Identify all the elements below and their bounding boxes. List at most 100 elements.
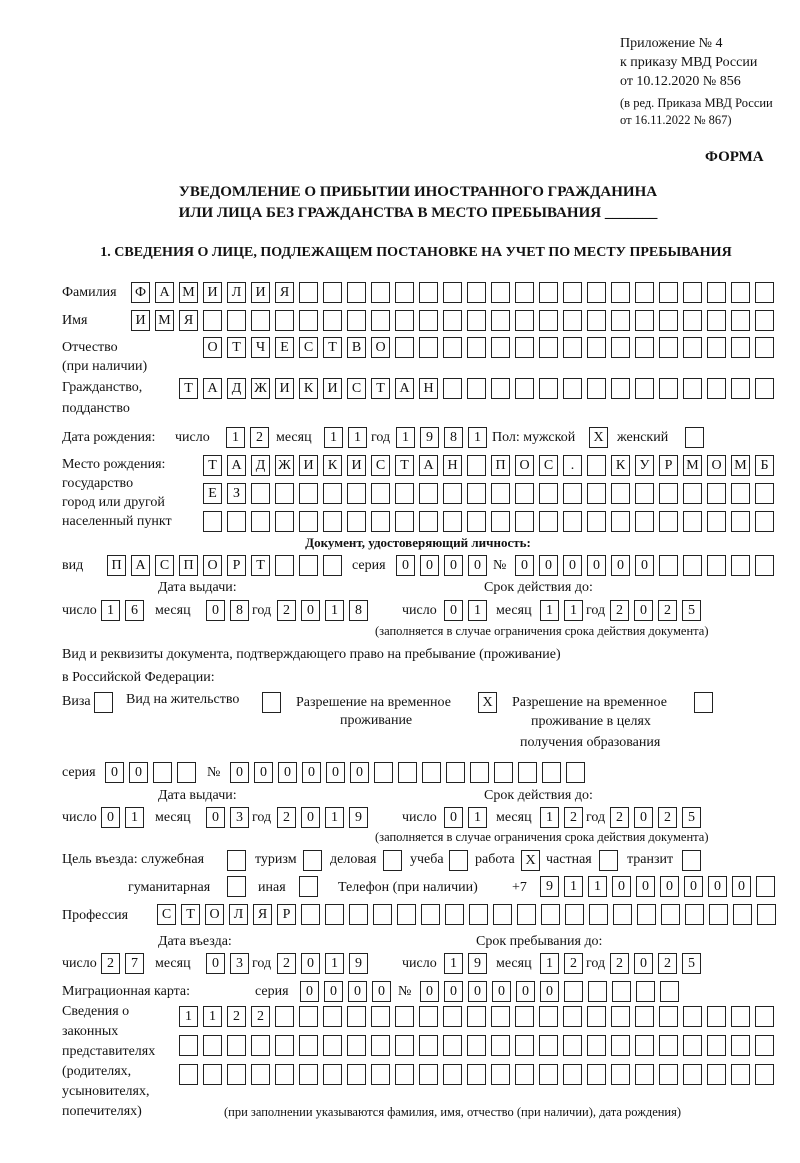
char-cell[interactable]: 5	[682, 600, 701, 621]
char-cell[interactable]	[709, 904, 728, 925]
char-cell[interactable]	[347, 1006, 366, 1027]
char-cell[interactable]	[467, 511, 486, 532]
purpose-business-checkbox[interactable]	[383, 850, 402, 871]
char-cell[interactable]: 1	[226, 427, 245, 448]
birthplace-line3[interactable]	[203, 511, 774, 532]
char-cell[interactable]	[419, 511, 438, 532]
char-cell[interactable]	[347, 483, 366, 504]
char-cell[interactable]: 0	[468, 555, 487, 576]
char-cell[interactable]: 6	[125, 600, 144, 621]
char-cell[interactable]	[227, 511, 246, 532]
char-cell[interactable]: 0	[278, 762, 297, 783]
char-cell[interactable]	[445, 904, 464, 925]
char-cell[interactable]	[493, 904, 512, 925]
char-cell[interactable]	[251, 310, 270, 331]
char-cell[interactable]	[515, 282, 534, 303]
char-cell[interactable]: 0	[324, 981, 343, 1002]
char-cell[interactable]	[539, 378, 558, 399]
char-cell[interactable]: 0	[230, 762, 249, 783]
char-cell[interactable]: П	[107, 555, 126, 576]
char-cell[interactable]: 3	[230, 807, 249, 828]
char-cell[interactable]: 0	[444, 600, 463, 621]
char-cell[interactable]	[611, 378, 630, 399]
char-cell[interactable]: 0	[635, 555, 654, 576]
char-cell[interactable]: М	[731, 455, 750, 476]
char-cell[interactable]	[275, 511, 294, 532]
char-cell[interactable]	[612, 981, 631, 1002]
char-cell[interactable]	[299, 483, 318, 504]
char-cell[interactable]: Е	[275, 337, 294, 358]
char-cell[interactable]	[275, 555, 294, 576]
char-cell[interactable]	[515, 1006, 534, 1027]
char-cell[interactable]	[707, 378, 726, 399]
char-cell[interactable]	[611, 310, 630, 331]
char-cell[interactable]: 0	[539, 555, 558, 576]
char-cell[interactable]	[491, 378, 510, 399]
char-cell[interactable]: Н	[443, 455, 462, 476]
char-cell[interactable]	[755, 1064, 774, 1085]
char-cell[interactable]: 0	[516, 981, 535, 1002]
char-cell[interactable]	[371, 1064, 390, 1085]
char-cell[interactable]	[491, 282, 510, 303]
char-cell[interactable]	[398, 762, 417, 783]
char-cell[interactable]	[755, 337, 774, 358]
char-cell[interactable]	[731, 511, 750, 532]
char-cell[interactable]	[707, 282, 726, 303]
char-cell[interactable]	[397, 904, 416, 925]
char-cell[interactable]	[323, 1035, 342, 1056]
char-cell[interactable]	[611, 282, 630, 303]
char-cell[interactable]: С	[371, 455, 390, 476]
char-cell[interactable]: 9	[468, 953, 487, 974]
char-cell[interactable]	[659, 1006, 678, 1027]
char-cell[interactable]	[395, 282, 414, 303]
char-cell[interactable]	[755, 511, 774, 532]
char-cell[interactable]: 1	[325, 953, 344, 974]
char-cell[interactable]: А	[419, 455, 438, 476]
sex-female-checkbox[interactable]	[685, 427, 704, 448]
char-cell[interactable]: 0	[634, 600, 653, 621]
char-cell[interactable]: 1	[468, 807, 487, 828]
char-cell[interactable]	[203, 1064, 222, 1085]
char-cell[interactable]: М	[683, 455, 702, 476]
residence-permit-checkbox[interactable]	[262, 692, 281, 713]
char-cell[interactable]: 1	[348, 427, 367, 448]
char-cell[interactable]	[467, 310, 486, 331]
char-cell[interactable]: К	[299, 378, 318, 399]
char-cell[interactable]	[467, 483, 486, 504]
char-cell[interactable]: В	[347, 337, 366, 358]
char-cell[interactable]	[589, 904, 608, 925]
char-cell[interactable]	[755, 555, 774, 576]
char-cell[interactable]: 0	[563, 555, 582, 576]
char-cell[interactable]: Ж	[251, 378, 270, 399]
char-cell[interactable]	[539, 1006, 558, 1027]
char-cell[interactable]	[371, 282, 390, 303]
char-cell[interactable]	[395, 310, 414, 331]
char-cell[interactable]	[707, 1006, 726, 1027]
char-cell[interactable]: 2	[250, 427, 269, 448]
char-cell[interactable]	[659, 337, 678, 358]
char-cell[interactable]	[683, 378, 702, 399]
char-cell[interactable]	[491, 511, 510, 532]
char-cell[interactable]	[251, 1064, 270, 1085]
purpose-official-checkbox[interactable]	[227, 850, 246, 871]
char-cell[interactable]: Ж	[275, 455, 294, 476]
char-cell[interactable]: И	[203, 282, 222, 303]
char-cell[interactable]: 1	[444, 953, 463, 974]
char-cell[interactable]: П	[179, 555, 198, 576]
purpose-private-checkbox[interactable]	[599, 850, 618, 871]
sex-male-checkbox[interactable]: X	[589, 427, 608, 448]
char-cell[interactable]: О	[203, 555, 222, 576]
char-cell[interactable]	[299, 282, 318, 303]
char-cell[interactable]	[395, 1035, 414, 1056]
char-cell[interactable]: 0	[206, 953, 225, 974]
char-cell[interactable]	[517, 904, 536, 925]
